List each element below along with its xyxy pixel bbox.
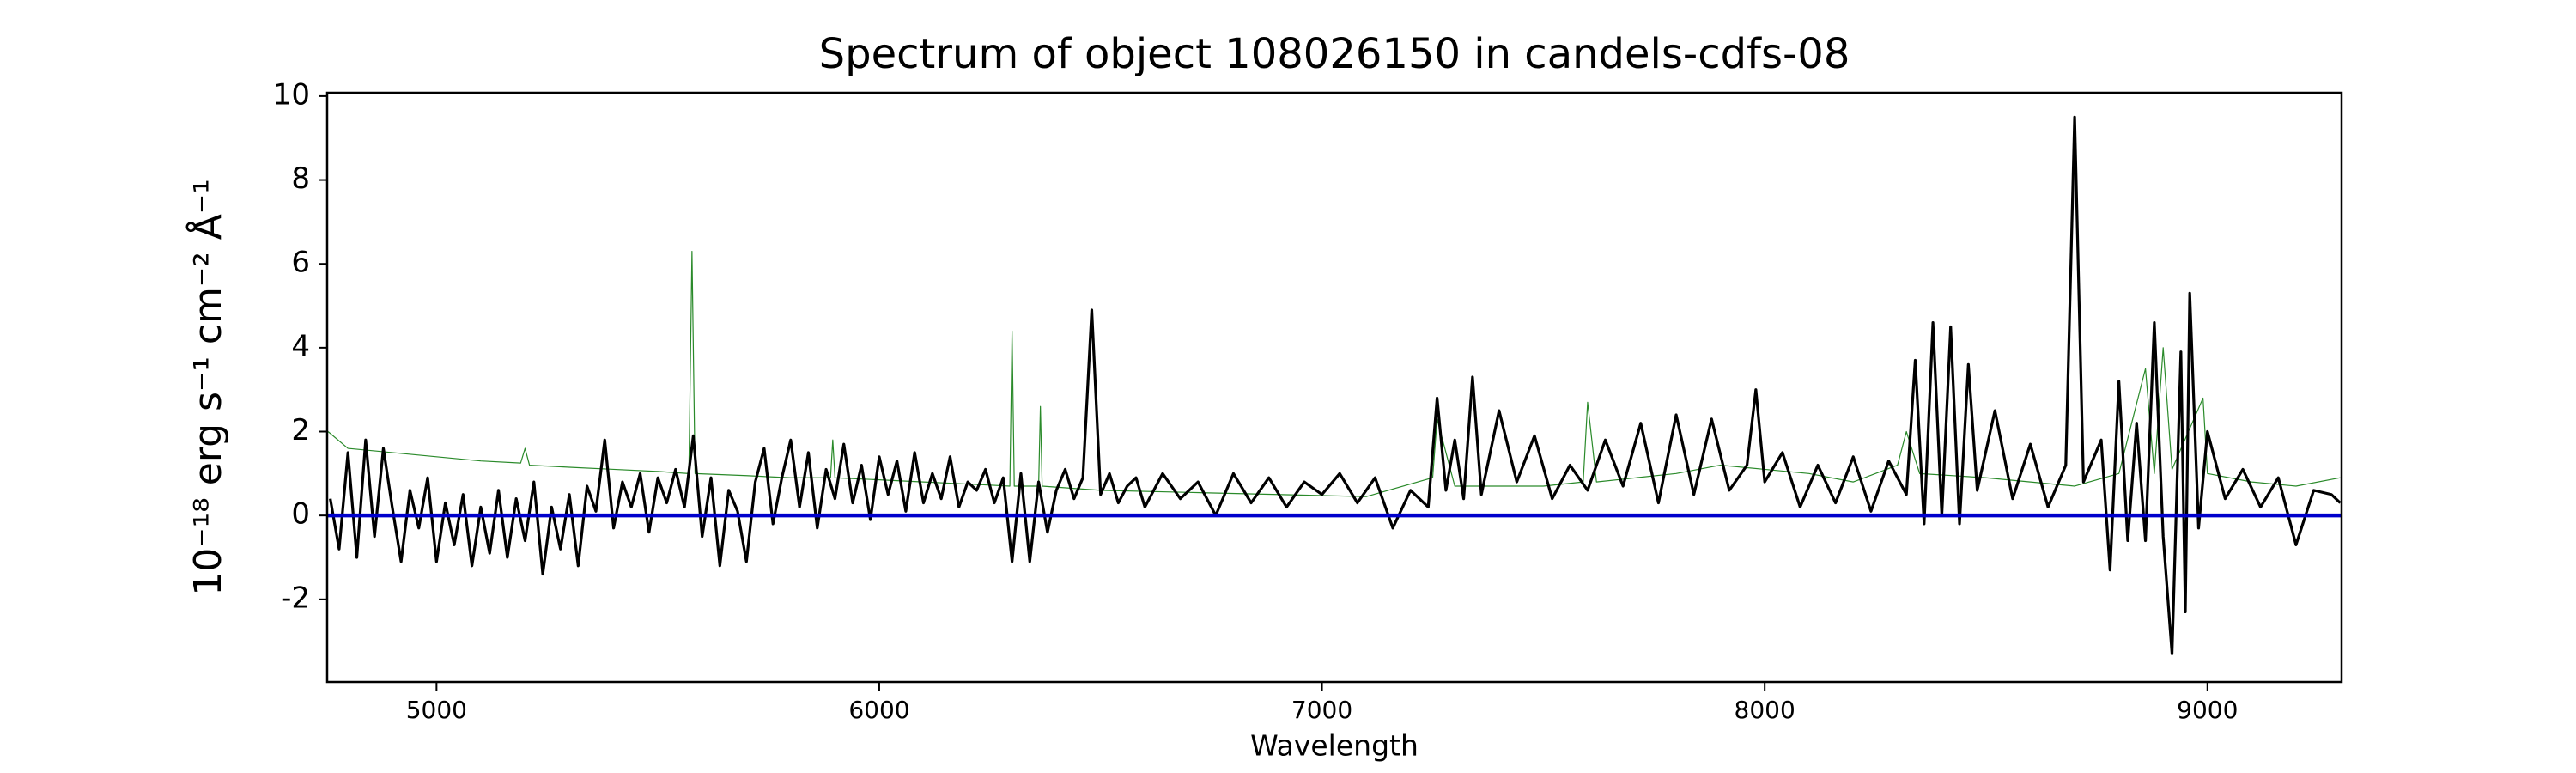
y-tick-label: 8 [291,161,310,196]
x-tick-label: 7000 [1291,696,1352,724]
chart-title: Spectrum of object 108026150 in candels-… [819,30,1850,78]
y-tick-label: 0 [291,497,310,532]
y-tick-label: 4 [291,329,310,363]
x-tick-label: 6000 [848,696,909,724]
spectrum-line [329,115,2342,655]
y-tick-label: 6 [291,246,310,280]
y-tick-label: 2 [291,413,310,447]
y-tick-label: 10 [273,77,310,112]
y-tick-label: -2 [281,581,310,615]
series-group [327,115,2342,655]
x-axis-label: Wavelength [1250,729,1419,763]
plot-frame [325,91,2343,684]
x-tick-label: 8000 [1735,696,1795,724]
x-tick-label: 5000 [406,696,467,724]
x-tick-label: 9000 [2177,696,2238,724]
spectrum-line [327,250,2341,497]
y-axis-label: 10⁻¹⁸ erg s⁻¹ cm⁻² Å⁻¹ [185,179,230,595]
